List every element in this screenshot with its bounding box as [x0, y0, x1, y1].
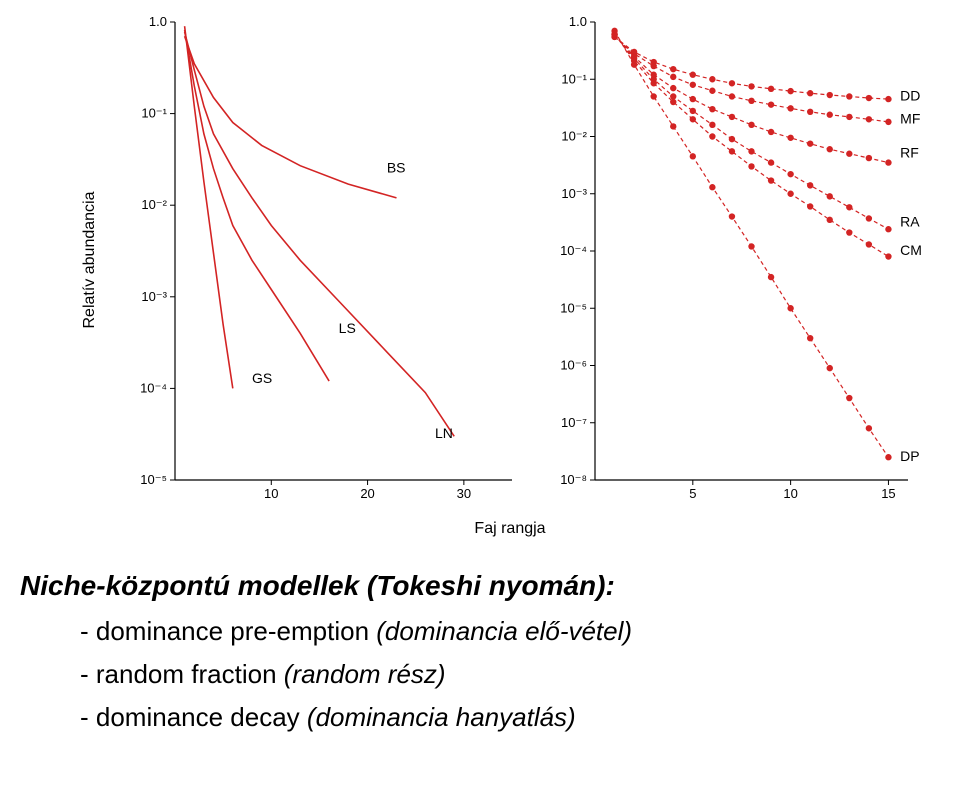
svg-text:10: 10 [264, 486, 278, 501]
svg-text:GS: GS [252, 370, 272, 386]
svg-text:10⁻⁶: 10⁻⁶ [560, 358, 587, 373]
svg-text:10⁻¹: 10⁻¹ [561, 71, 587, 86]
svg-text:RF: RF [900, 145, 919, 161]
right-chart: 1.0 10⁻¹ 10⁻² 10⁻³ 10⁻⁴ 10⁻⁵ 10⁻⁶ 10⁻⁷ 10⁻⁸ 5 10 15… [540, 10, 950, 510]
svg-text:10⁻⁴: 10⁻⁴ [560, 243, 587, 258]
svg-text:30: 30 [457, 486, 471, 501]
svg-text:10⁻⁵: 10⁻⁵ [140, 472, 167, 487]
svg-text:RA: RA [900, 213, 920, 229]
svg-text:10⁻⁵: 10⁻⁵ [560, 300, 587, 315]
charts-row: 1.0 10⁻¹ 10⁻² 10⁻³ 10⁻⁴ 10⁻⁵ 10 20 30 GS LS LN BS 1.… [110, 10, 930, 510]
svg-text:DP: DP [900, 448, 919, 464]
svg-text:1.0: 1.0 [149, 14, 167, 29]
text-line-0: - dominance pre-emption (dominancia elő-… [20, 616, 940, 647]
x-axis-label: Faj rangja [474, 520, 545, 538]
text-line-2: - dominance decay (dominancia hanyatlás) [20, 702, 940, 733]
svg-text:10⁻³: 10⁻³ [141, 289, 167, 304]
svg-text:LS: LS [339, 320, 356, 336]
svg-text:10⁻¹: 10⁻¹ [141, 106, 167, 121]
left-chart: 1.0 10⁻¹ 10⁻² 10⁻³ 10⁻⁴ 10⁻⁵ 10 20 30 GS LS LN BS [120, 10, 520, 510]
svg-text:10: 10 [783, 486, 797, 501]
svg-text:5: 5 [689, 486, 696, 501]
svg-text:20: 20 [360, 486, 374, 501]
svg-text:10⁻²: 10⁻² [561, 129, 587, 144]
svg-text:CM: CM [900, 242, 922, 258]
svg-text:MF: MF [900, 110, 920, 126]
text-title: Niche-központú modellek (Tokeshi nyomán)… [20, 570, 940, 602]
text-block: Niche-központú modellek (Tokeshi nyomán)… [20, 570, 940, 745]
svg-text:BS: BS [387, 160, 406, 176]
svg-text:1.0: 1.0 [569, 14, 587, 29]
svg-text:DD: DD [900, 87, 920, 103]
y-axis-label: Relatív abundancia [81, 192, 99, 329]
svg-text:10⁻²: 10⁻² [141, 197, 167, 212]
svg-text:10⁻⁴: 10⁻⁴ [140, 380, 167, 395]
text-line-1: - random fraction (random rész) [20, 659, 940, 690]
svg-text:10⁻⁷: 10⁻⁷ [561, 415, 587, 430]
svg-text:10⁻³: 10⁻³ [561, 186, 587, 201]
text-lines: - dominance pre-emption (dominancia elő-… [20, 616, 940, 733]
slide-root: Relatív abundancia Faj rangja 1.0 10⁻¹ 10⁻… [0, 0, 960, 802]
svg-text:10⁻⁸: 10⁻⁸ [560, 472, 587, 487]
svg-text:LN: LN [435, 425, 453, 441]
svg-text:15: 15 [881, 486, 895, 501]
